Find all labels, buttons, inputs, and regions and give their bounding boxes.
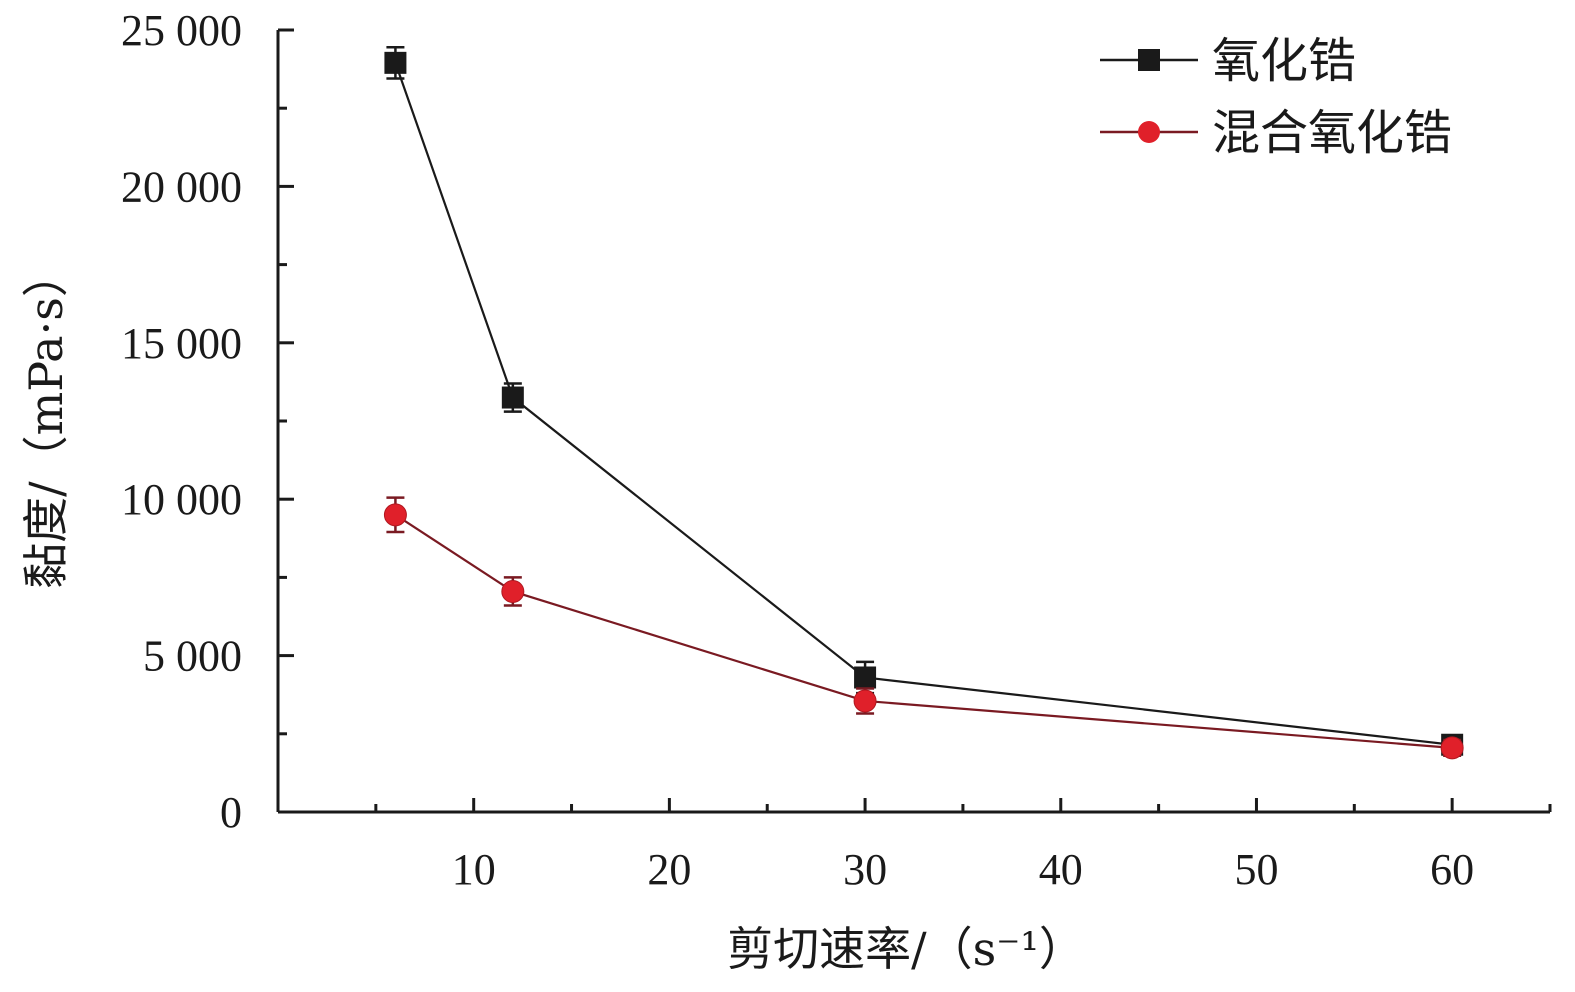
data-point-circle <box>853 689 877 713</box>
data-point-square <box>501 386 524 409</box>
legend-marker-square <box>1138 49 1160 71</box>
data-point-circle <box>1440 736 1464 760</box>
x-tick-label: 50 <box>1234 845 1278 894</box>
series-2 <box>383 496 1464 760</box>
data-point-square <box>384 51 407 74</box>
y-tick-label: 25 000 <box>121 6 242 55</box>
y-tick-labels: 0 5 000 10 000 15 000 20 000 25 000 <box>121 6 242 837</box>
x-tick-label: 10 <box>452 845 496 894</box>
data-point-square <box>854 666 877 689</box>
y-tick-label: 20 000 <box>121 162 242 211</box>
x-tick-label: 60 <box>1430 845 1474 894</box>
x-tick-label: 30 <box>843 845 887 894</box>
y-ticks <box>278 28 294 814</box>
series-layer <box>383 45 1464 760</box>
legend-label: 氧化锆 <box>1212 33 1356 89</box>
series-line <box>394 513 1453 749</box>
legend-item-2: 混合氧化锆 <box>1100 105 1452 161</box>
x-tick-label: 40 <box>1039 845 1083 894</box>
x-ticks <box>374 798 1552 812</box>
data-point-circle <box>501 579 525 603</box>
y-axis-title: 黏度/（mPa·s） <box>19 251 73 589</box>
x-axis-title: 剪切速率/（s⁻¹） <box>727 922 1085 976</box>
legend-label: 混合氧化锆 <box>1212 105 1452 161</box>
y-tick-label: 0 <box>220 788 242 837</box>
x-tick-labels: 10 20 30 40 50 60 <box>452 845 1474 894</box>
legend-marker-circle <box>1138 121 1160 143</box>
y-tick-label: 10 000 <box>121 475 242 524</box>
legend-item-1: 氧化锆 <box>1100 33 1356 89</box>
data-point-circle <box>383 503 407 527</box>
x-tick-label: 20 <box>647 845 691 894</box>
y-tick-label: 15 000 <box>121 319 242 368</box>
series-line <box>394 62 1453 746</box>
y-tick-label: 5 000 <box>143 632 242 681</box>
